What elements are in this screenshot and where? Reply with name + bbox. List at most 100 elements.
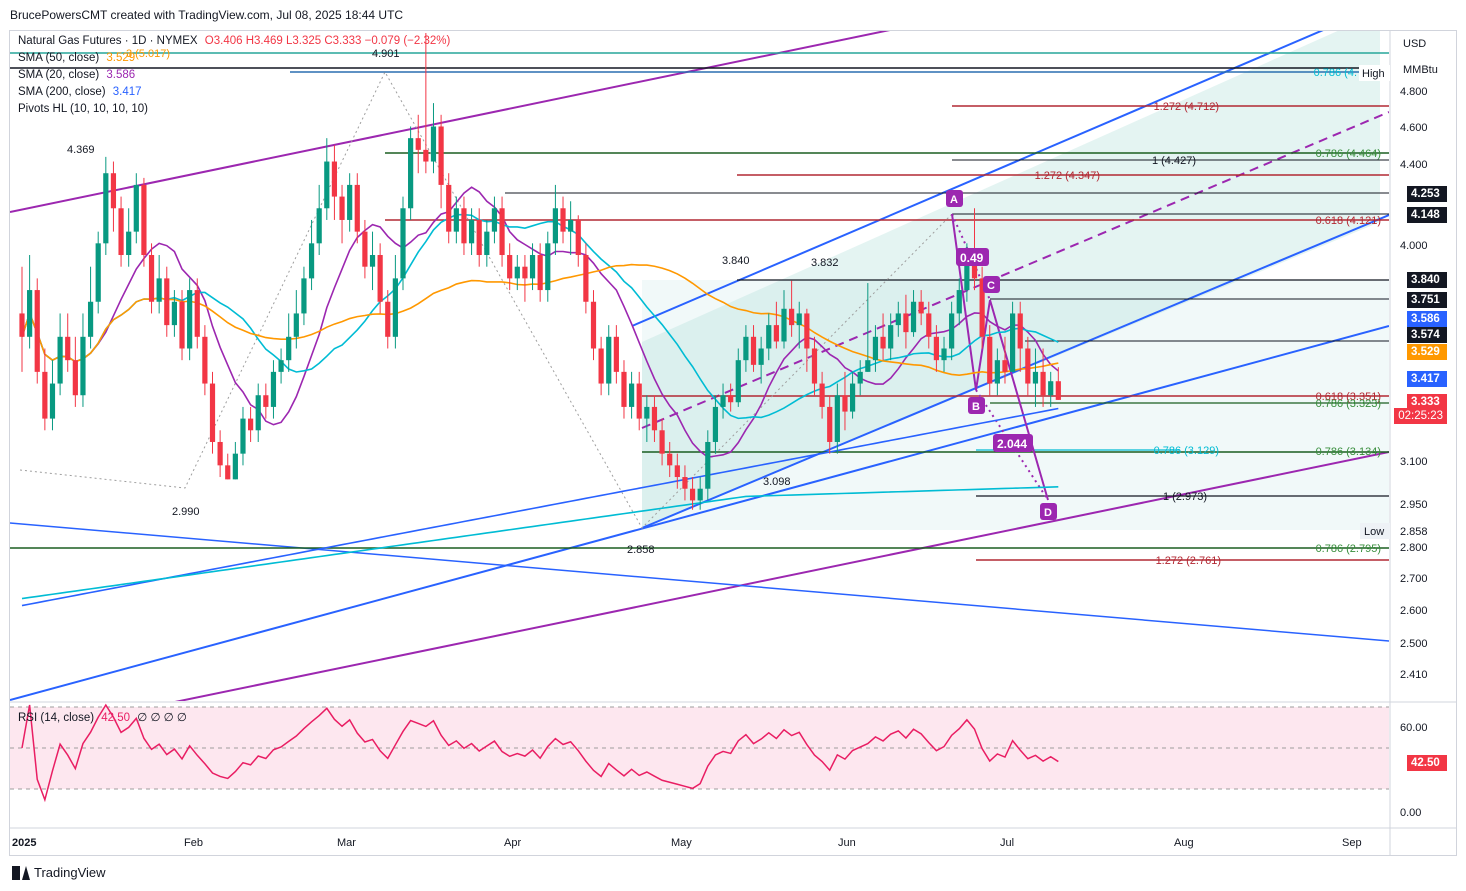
candle[interactable] — [865, 283, 871, 372]
tradingview-logo[interactable]: TradingView — [12, 865, 106, 880]
candle[interactable] — [674, 453, 680, 489]
candle[interactable] — [903, 294, 909, 349]
candle[interactable] — [110, 161, 117, 232]
candle[interactable] — [80, 313, 86, 407]
candle[interactable] — [423, 32, 429, 174]
candle[interactable] — [804, 308, 810, 372]
legend-title-row[interactable]: Natural Gas Futures · 1D · NYMEX O3.406 … — [18, 35, 450, 47]
candle[interactable] — [400, 196, 406, 291]
candle[interactable] — [415, 114, 421, 174]
candle[interactable] — [750, 325, 757, 372]
candle[interactable] — [339, 184, 345, 244]
candle[interactable] — [202, 325, 208, 396]
candle[interactable] — [606, 325, 612, 396]
candle[interactable] — [1025, 336, 1031, 396]
candle[interactable] — [941, 336, 947, 372]
candle[interactable] — [194, 278, 200, 349]
candle[interactable] — [583, 243, 589, 314]
candle[interactable] — [430, 103, 437, 174]
candle[interactable] — [651, 395, 658, 442]
candle[interactable] — [255, 383, 261, 442]
candle[interactable] — [65, 313, 71, 372]
candle[interactable] — [126, 208, 132, 267]
candle[interactable] — [331, 145, 338, 220]
candle[interactable] — [27, 255, 33, 349]
candle[interactable] — [1048, 371, 1054, 407]
candle[interactable] — [476, 208, 482, 267]
candle[interactable] — [377, 243, 383, 314]
candle[interactable] — [834, 383, 840, 454]
candle[interactable] — [248, 406, 254, 442]
candle[interactable] — [849, 371, 856, 419]
candle[interactable] — [270, 360, 277, 419]
candle[interactable] — [468, 208, 475, 256]
candle[interactable] — [369, 231, 376, 291]
candle[interactable] — [484, 219, 490, 267]
candle[interactable] — [1032, 348, 1039, 407]
candle[interactable] — [164, 266, 170, 337]
candle[interactable] — [979, 266, 985, 349]
candle[interactable] — [362, 219, 368, 279]
candle[interactable] — [926, 301, 932, 349]
candle[interactable] — [209, 371, 216, 454]
candle[interactable] — [796, 301, 802, 349]
candle[interactable] — [811, 336, 818, 396]
candle[interactable] — [895, 301, 901, 337]
candle[interactable] — [293, 290, 299, 349]
candle[interactable] — [697, 477, 703, 510]
candle[interactable] — [57, 313, 63, 396]
candle[interactable] — [667, 441, 673, 478]
legend-sma200[interactable]: SMA (200, close) 3.417 — [18, 86, 142, 98]
candle[interactable] — [103, 156, 109, 256]
candle[interactable] — [453, 196, 459, 244]
candle[interactable] — [705, 430, 711, 501]
candle[interactable] — [316, 184, 322, 256]
candle[interactable] — [819, 371, 825, 419]
candle[interactable] — [179, 290, 185, 361]
candle[interactable] — [187, 278, 193, 361]
legend-rsi[interactable]: RSI (14, close) 42.50 ∅ ∅ ∅ ∅ — [18, 710, 187, 724]
candle[interactable] — [735, 348, 741, 407]
candle[interactable] — [1040, 348, 1046, 407]
candle[interactable] — [568, 201, 574, 256]
candle[interactable] — [773, 301, 779, 349]
candle[interactable] — [789, 280, 795, 337]
candle[interactable] — [918, 290, 924, 326]
candle[interactable] — [392, 255, 398, 349]
candle[interactable] — [408, 126, 414, 220]
candle[interactable] — [629, 371, 635, 419]
candle[interactable] — [857, 360, 863, 396]
candle[interactable] — [278, 348, 284, 384]
candle[interactable] — [598, 336, 604, 396]
candle[interactable] — [87, 266, 94, 349]
candle[interactable] — [438, 114, 444, 209]
candle[interactable] — [720, 383, 726, 419]
candle[interactable] — [446, 173, 452, 244]
candle[interactable] — [1055, 367, 1061, 400]
candle[interactable] — [590, 290, 597, 361]
candle[interactable] — [1017, 301, 1023, 372]
candle[interactable] — [240, 406, 246, 466]
candle[interactable] — [758, 336, 764, 384]
candle[interactable] — [545, 231, 551, 302]
candle[interactable] — [575, 215, 581, 267]
candle[interactable] — [537, 243, 543, 302]
candle[interactable] — [743, 325, 749, 372]
candle[interactable] — [994, 348, 1000, 396]
candle[interactable] — [766, 313, 772, 361]
candle[interactable] — [499, 196, 505, 267]
candle[interactable] — [507, 243, 513, 291]
candle[interactable] — [522, 255, 528, 302]
candle[interactable] — [19, 266, 25, 372]
candle[interactable] — [217, 430, 223, 478]
candle[interactable] — [888, 313, 894, 361]
candle[interactable] — [880, 313, 886, 361]
candle[interactable] — [529, 243, 536, 291]
candle[interactable] — [286, 313, 292, 372]
candle[interactable] — [552, 184, 558, 256]
candle[interactable] — [95, 231, 101, 314]
candle[interactable] — [133, 173, 139, 244]
candle[interactable] — [232, 441, 238, 480]
candle[interactable] — [301, 266, 307, 326]
candle[interactable] — [712, 395, 719, 454]
